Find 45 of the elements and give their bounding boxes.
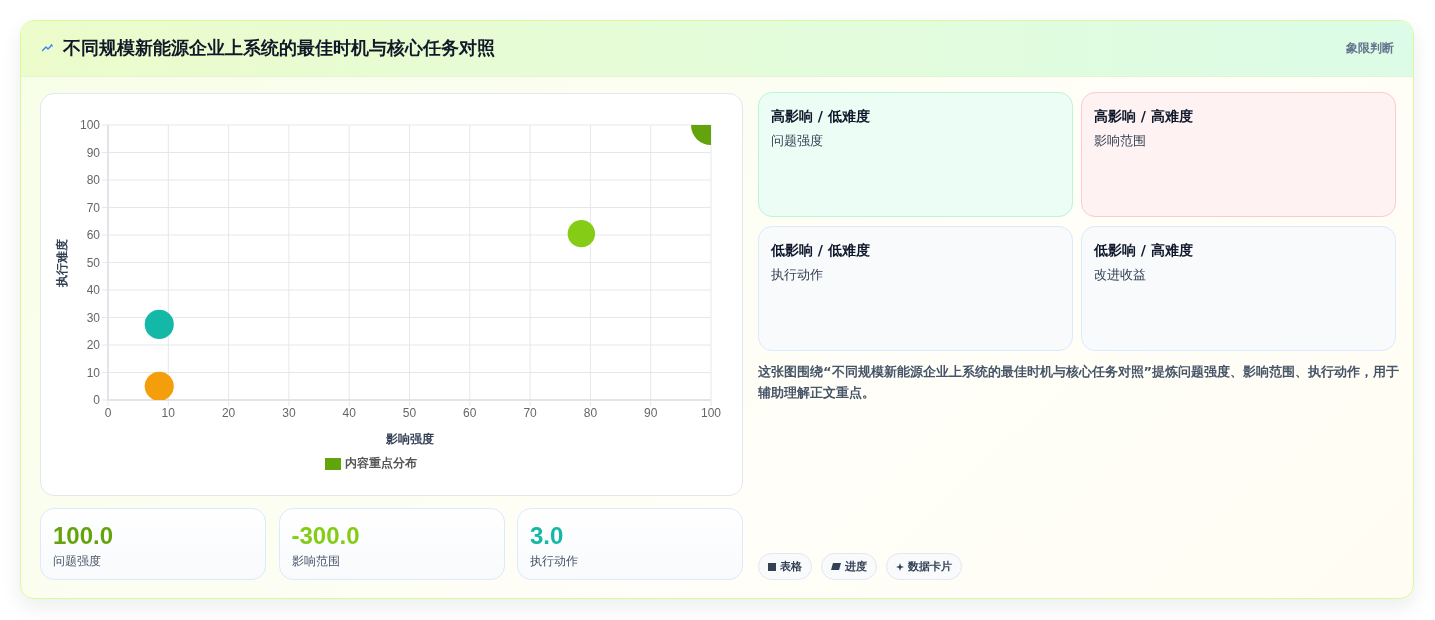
x-tick-label: 40 [342, 405, 357, 420]
y-tick-label: 0 [93, 393, 101, 408]
text: 执行动作 [771, 267, 823, 282]
y-tick-label: 20 [86, 338, 101, 353]
x-tick-label: 50 [402, 405, 417, 420]
y-axis-title: 执行难度 [55, 238, 69, 288]
y-tick-label: 40 [86, 283, 101, 298]
text: 进度 [845, 560, 867, 573]
x-tick-label: 30 [282, 405, 296, 420]
text: 问题强度 [771, 133, 823, 148]
chart-title: 不同规模新能源企业上系统的最佳时机与核心任务对照 [63, 37, 495, 58]
text: 高影响 / 低难度 [771, 108, 870, 124]
x-tick-label: 60 [463, 405, 477, 420]
y-tick-label: 90 [86, 145, 101, 160]
text: 影响范围 [1094, 133, 1146, 148]
x-tick-label: 10 [161, 405, 176, 420]
legend-label: 内容重点分布 [345, 456, 417, 470]
text: 低影响 / 低难度 [771, 242, 870, 258]
text: -300.0 [291, 522, 360, 549]
text: 100.0 [53, 522, 114, 549]
y-tick-label: 80 [86, 173, 101, 188]
text: 问题强度 [53, 554, 101, 568]
x-tick-label: 100 [700, 405, 722, 420]
y-tick-label: 70 [86, 200, 101, 215]
y-tick-label: 30 [86, 310, 101, 325]
text: 数据卡片 [908, 560, 952, 573]
y-tick-label: 100 [79, 118, 101, 133]
x-axis-title: 影响强度 [384, 432, 434, 446]
x-tick-label: 20 [221, 405, 236, 420]
y-tick-label: 10 [86, 365, 101, 380]
y-tick-label: 50 [86, 255, 101, 270]
x-tick-label: 70 [523, 405, 538, 420]
text: 表格 [780, 560, 802, 573]
x-tick-label: 90 [644, 405, 658, 420]
text: 高影响 / 高难度 [1094, 108, 1193, 124]
text: 执行动作 [530, 554, 578, 568]
text: 3.0 [530, 522, 564, 549]
text: 影响范围 [291, 554, 340, 568]
y-tick-label: 60 [86, 228, 101, 243]
text: 这张图围绕“不同规模新能源企业上系统的最佳时机与核心任务对照”提炼问题强度、影响范围、执行动作，用于辅助理解正文重点。 [758, 364, 1400, 400]
x-tick-label: 0 [104, 405, 112, 420]
x-tick-label: 80 [583, 405, 598, 420]
text: 低影响 / 高难度 [1094, 242, 1193, 258]
text: 象限判断 [1346, 41, 1394, 55]
text: 改进收益 [1094, 267, 1146, 282]
